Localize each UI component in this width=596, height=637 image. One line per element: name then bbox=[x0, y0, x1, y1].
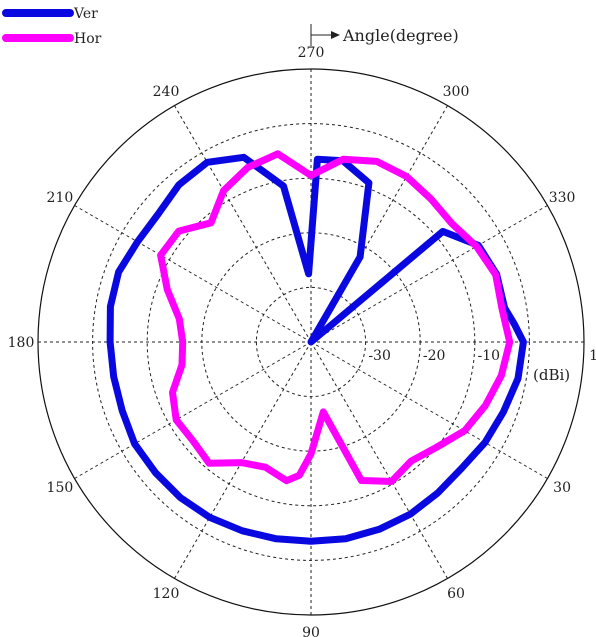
angle-tick-label: 210 bbox=[47, 190, 74, 206]
series-line-hor bbox=[157, 150, 514, 485]
angle-tick-label: 180 bbox=[8, 335, 35, 351]
angle-tick-label: 60 bbox=[447, 586, 465, 602]
angle-direction-arrow-head bbox=[331, 31, 340, 39]
angle-tick-label: 150 bbox=[47, 480, 74, 496]
angle-axis-label: Angle(degree) bbox=[342, 26, 459, 45]
radial-unit-label: (dBi) bbox=[533, 366, 570, 384]
legend-label-ver: Ver bbox=[73, 6, 98, 22]
legend: Ver Hor bbox=[2, 6, 102, 47]
polar-grid bbox=[37, 68, 585, 616]
outer-ring bbox=[37, 68, 585, 616]
angle-tick-label: 270 bbox=[298, 45, 325, 61]
series-layer bbox=[106, 150, 527, 545]
angle-tick-label: 120 bbox=[153, 586, 180, 602]
radial-tick-label: 10 bbox=[589, 348, 596, 364]
angle-tick-label: 90 bbox=[302, 625, 320, 637]
series-line-ver bbox=[106, 153, 527, 545]
angle-tick-label: 330 bbox=[549, 190, 576, 206]
angle-tick-label: 30 bbox=[553, 480, 571, 496]
tick-labels: 0306090120150180210240270300330-30-20-10… bbox=[8, 45, 596, 637]
radial-tick-label: -10 bbox=[478, 348, 501, 364]
legend-label-hor: Hor bbox=[74, 31, 102, 47]
radial-tick-label: -20 bbox=[423, 348, 446, 364]
radial-tick-label: -30 bbox=[368, 348, 391, 364]
angle-direction-indicator: Angle(degree) bbox=[310, 24, 459, 46]
angle-tick-label: 240 bbox=[153, 84, 180, 100]
angle-tick-label: 300 bbox=[443, 84, 470, 100]
